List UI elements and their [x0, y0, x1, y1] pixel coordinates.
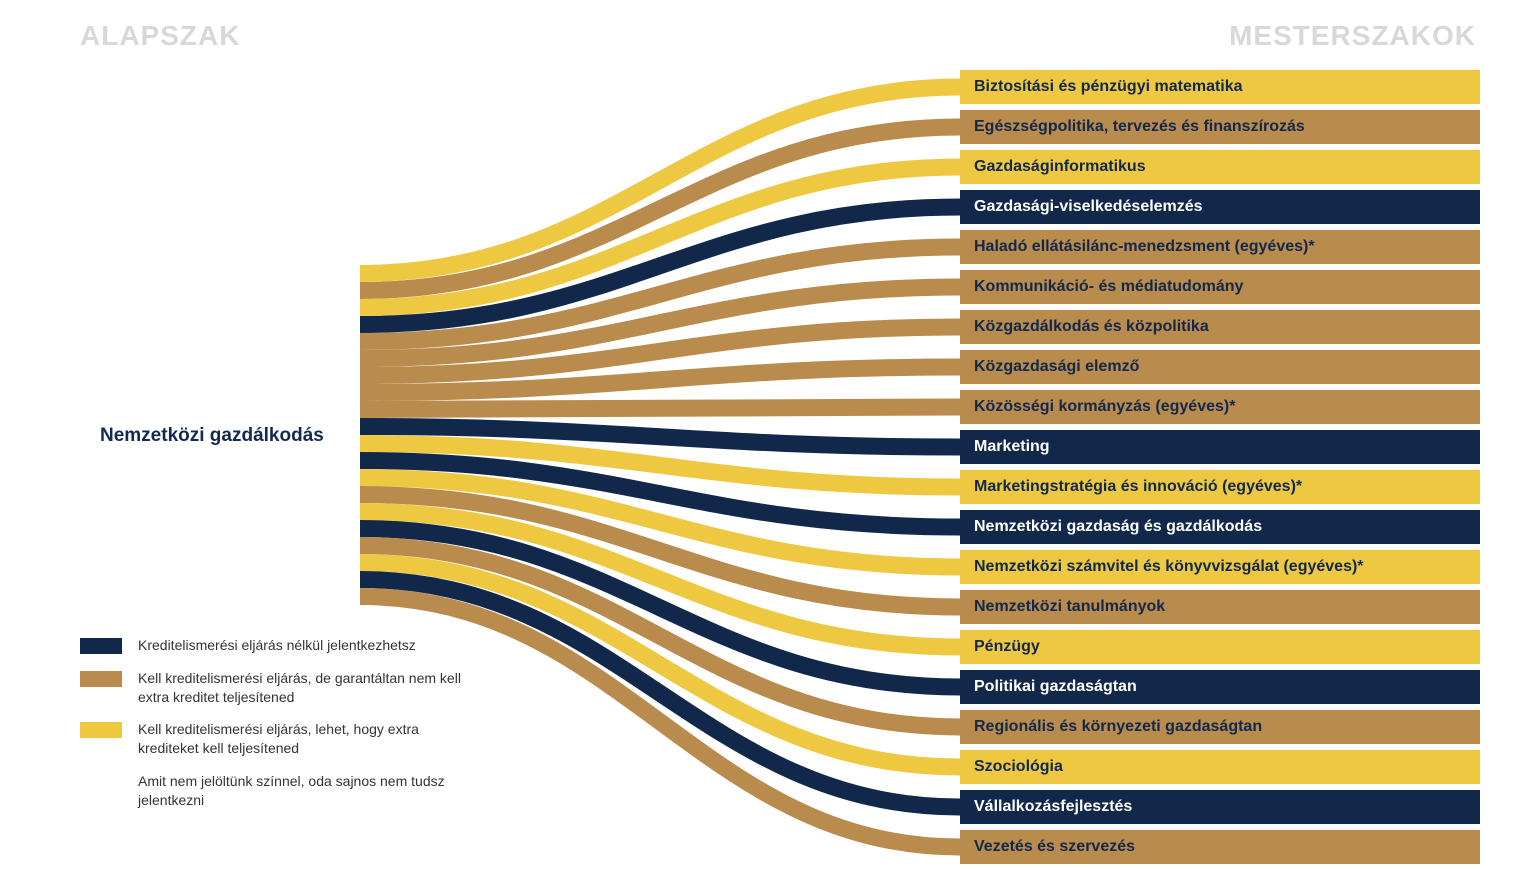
target-label: Gazdaságinformatikus	[974, 158, 1146, 176]
legend-text: Kell kreditelismerési eljárás, de garant…	[138, 669, 480, 707]
legend-swatch	[80, 722, 122, 738]
target-box: Közösségi kormányzás (egyéves)*	[960, 390, 1480, 424]
legend-text: Amit nem jelöltünk színnel, oda sajnos n…	[138, 772, 480, 810]
legend-swatch	[80, 638, 122, 654]
target-label: Szociológia	[974, 758, 1063, 776]
target-box: Egészségpolitika, tervezés és finanszíro…	[960, 110, 1480, 144]
flow-path	[360, 407, 960, 410]
target-box: Marketing	[960, 430, 1480, 464]
target-label: Gazdasági-viselkedéselemzés	[974, 198, 1203, 216]
target-label: Regionális és környezeti gazdaságtan	[974, 718, 1262, 736]
legend-row: Kreditelismerési eljárás nélkül jelentke…	[80, 636, 480, 655]
legend-swatch	[80, 774, 122, 790]
target-label: Nemzetközi tanulmányok	[974, 598, 1165, 616]
target-box: Biztosítási és pénzügyi matematika	[960, 70, 1480, 104]
target-label: Nemzetközi számvitel és könyvvizsgálat (…	[974, 558, 1364, 576]
legend: Kreditelismerési eljárás nélkül jelentke…	[80, 636, 480, 824]
target-label: Közgazdálkodás és közpolitika	[974, 318, 1209, 336]
target-box: Nemzetközi gazdaság és gazdálkodás	[960, 510, 1480, 544]
target-label: Nemzetközi gazdaság és gazdálkodás	[974, 518, 1262, 536]
legend-row: Kell kreditelismerési eljárás, de garant…	[80, 669, 480, 707]
target-box: Marketingstratégia és innováció (egyéves…	[960, 470, 1480, 504]
legend-swatch	[80, 671, 122, 687]
target-box: Regionális és környezeti gazdaságtan	[960, 710, 1480, 744]
target-label: Biztosítási és pénzügyi matematika	[974, 78, 1243, 96]
target-label: Egészségpolitika, tervezés és finanszíro…	[974, 118, 1305, 136]
target-box: Közgazdasági elemző	[960, 350, 1480, 384]
target-label: Vezetés és szervezés	[974, 838, 1135, 856]
legend-row: Kell kreditelismerési eljárás, lehet, ho…	[80, 720, 480, 758]
target-box: Pénzügy	[960, 630, 1480, 664]
target-box: Politikai gazdaságtan	[960, 670, 1480, 704]
target-box: Közgazdálkodás és közpolitika	[960, 310, 1480, 344]
target-box: Kommunikáció- és médiatudomány	[960, 270, 1480, 304]
target-label: Marketing	[974, 438, 1050, 456]
target-box: Gazdaságinformatikus	[960, 150, 1480, 184]
target-label: Kommunikáció- és médiatudomány	[974, 278, 1243, 296]
target-label: Haladó ellátásilánc-menedzsment (egyéves…	[974, 238, 1315, 256]
target-box: Szociológia	[960, 750, 1480, 784]
target-box: Nemzetközi számvitel és könyvvizsgálat (…	[960, 550, 1480, 584]
target-label: Marketingstratégia és innováció (egyéves…	[974, 478, 1302, 496]
legend-row: Amit nem jelöltünk színnel, oda sajnos n…	[80, 772, 480, 810]
legend-text: Kreditelismerési eljárás nélkül jelentke…	[138, 636, 416, 655]
target-label: Vállalkozásfejlesztés	[974, 798, 1132, 816]
target-box: Vezetés és szervezés	[960, 830, 1480, 864]
target-label: Közgazdasági elemző	[974, 358, 1139, 376]
target-box: Nemzetközi tanulmányok	[960, 590, 1480, 624]
target-box: Vállalkozásfejlesztés	[960, 790, 1480, 824]
target-label: Pénzügy	[974, 638, 1040, 656]
target-box: Gazdasági-viselkedéselemzés	[960, 190, 1480, 224]
legend-text: Kell kreditelismerési eljárás, lehet, ho…	[138, 720, 480, 758]
target-box: Haladó ellátásilánc-menedzsment (egyéves…	[960, 230, 1480, 264]
target-label: Politikai gazdaságtan	[974, 678, 1137, 696]
target-label: Közösségi kormányzás (egyéves)*	[974, 398, 1235, 416]
